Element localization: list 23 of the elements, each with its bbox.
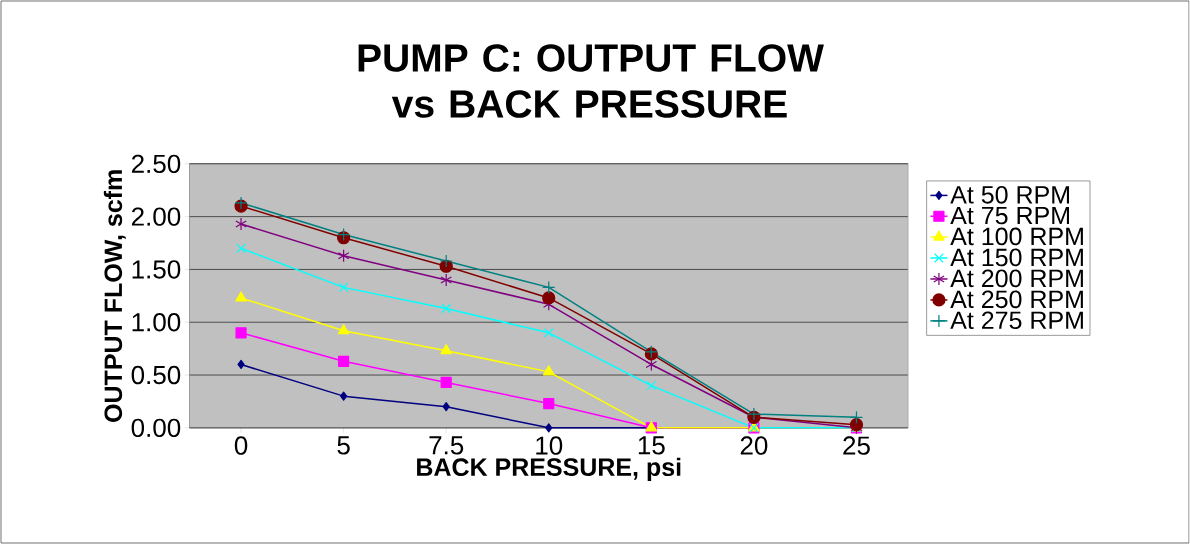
legend-label: At 275 RPM <box>950 311 1083 330</box>
legend-label: At 150 RPM <box>950 248 1083 267</box>
legend-label: At 75 RPM <box>950 206 1069 225</box>
x-tick-label: 20 <box>740 436 768 455</box>
legend-label: At 50 RPM <box>950 185 1069 204</box>
y-tick-label: 1.00 <box>132 313 181 332</box>
x-tick-label: 7.5 <box>429 436 464 455</box>
legend-label: At 250 RPM <box>950 290 1083 309</box>
legend-label: At 100 RPM <box>950 227 1083 246</box>
legend-label: At 200 RPM <box>950 269 1083 288</box>
y-axis-title: OUTPUT FLOW, scfm <box>103 170 126 422</box>
y-tick-label: 2.00 <box>131 207 181 226</box>
y-tick-label: 2.50 <box>131 154 181 174</box>
x-tick-label: 10 <box>536 436 563 455</box>
x-axis-title: BACK PRESSURE, psi <box>417 457 681 481</box>
chart-title: PUMP C: OUTPUT FLOW vs BACK PRESSURE <box>358 44 824 118</box>
x-tick-label: 0 <box>234 436 248 455</box>
x-tick-label: 5 <box>337 436 350 455</box>
y-tick-label: 0.50 <box>131 365 181 385</box>
y-tick-label: 0.00 <box>131 418 181 438</box>
y-tick-label: 1.50 <box>132 260 181 279</box>
x-tick-label: 25 <box>843 436 870 455</box>
x-tick-label: 15 <box>638 436 665 455</box>
